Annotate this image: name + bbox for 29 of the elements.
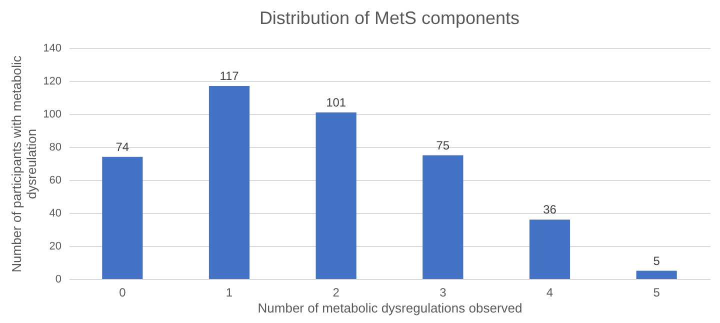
bar	[529, 220, 570, 279]
y-tick-label: 0	[55, 274, 62, 286]
data-label: 117	[220, 68, 240, 83]
bar	[422, 155, 464, 279]
x-tick-label: 3	[440, 286, 447, 300]
x-tick-label: 4	[546, 286, 554, 300]
bar	[102, 156, 143, 279]
x-tick-label: 2	[332, 286, 340, 300]
y-tick-label: 20	[49, 240, 62, 252]
bar	[208, 86, 250, 279]
data-label: 75	[436, 138, 450, 152]
y-tick-label: 60	[49, 174, 62, 186]
chart-title: Distribution of MetS components	[259, 8, 520, 28]
data-label: 101	[326, 95, 346, 110]
y-axis-title: Number of participants with metabolic dysreulation	[9, 55, 40, 272]
bar	[636, 270, 677, 279]
x-tick-label: 1	[226, 286, 233, 300]
x-tick-label: 0	[119, 286, 126, 300]
y-tick-label: 100	[43, 108, 62, 120]
data-label: 74	[116, 140, 130, 154]
y-tick-label: 120	[43, 76, 62, 88]
data-label: 5	[653, 254, 660, 268]
bar	[316, 112, 356, 279]
y-tick-label: 140	[43, 42, 62, 54]
x-axis-title: Number of metabolic dysregulations observed	[258, 300, 522, 316]
y-tick-label: 80	[49, 142, 62, 154]
y-tick-label: 40	[49, 208, 62, 220]
x-tick-label: 5	[653, 286, 660, 300]
data-label: 36	[543, 202, 557, 217]
